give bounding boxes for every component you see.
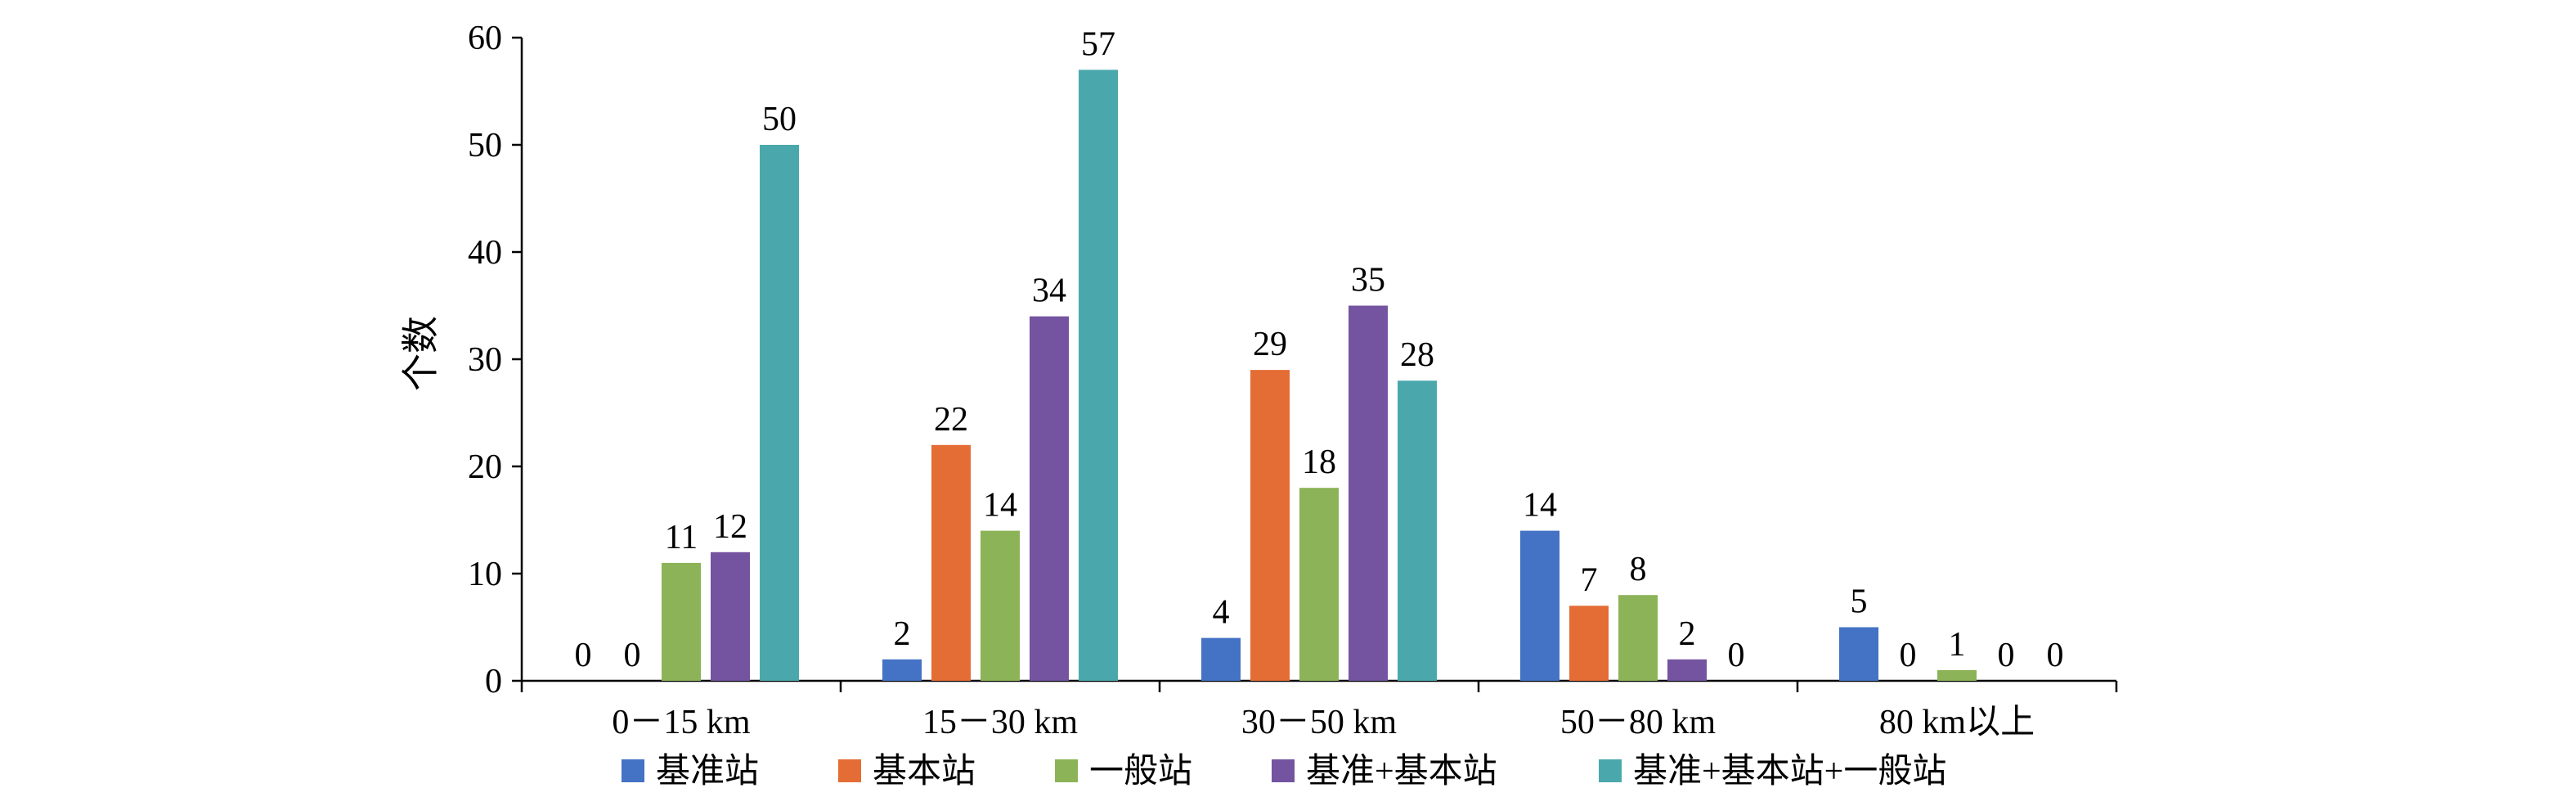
- data-label: 0: [575, 637, 592, 674]
- data-label: 0: [1998, 637, 2015, 674]
- data-label: 14: [983, 487, 1017, 525]
- bar: [1618, 595, 1658, 681]
- legend-item: 基本站: [838, 753, 976, 790]
- data-label: 14: [1523, 487, 1557, 525]
- legend-label: 基准+基本站+一般站: [1633, 753, 1946, 790]
- data-label: 5: [1851, 583, 1868, 621]
- data-label: 4: [1213, 594, 1230, 632]
- bar: [1839, 627, 1878, 681]
- y-tick-label: 40: [468, 234, 502, 272]
- data-label: 57: [1081, 25, 1115, 63]
- y-axis: 0 10 20 30 40 50 60: [468, 20, 523, 700]
- legend-label: 基准站: [656, 753, 759, 790]
- bar: [1079, 70, 1118, 682]
- bar: [1201, 637, 1241, 681]
- legend-swatch: [1599, 759, 1622, 782]
- data-label: 34: [1032, 272, 1066, 310]
- y-tick-label: 0: [485, 663, 502, 700]
- bar: [662, 562, 701, 681]
- legend-item: 一般站: [1055, 753, 1192, 790]
- data-label: 0: [1900, 637, 1917, 674]
- bars: [662, 70, 1977, 682]
- bar: [1569, 606, 1609, 681]
- data-label: 50: [762, 101, 797, 138]
- legend-swatch: [1055, 759, 1078, 782]
- data-label: 0: [2047, 637, 2064, 674]
- x-category-label: 15－30 km: [922, 704, 1079, 741]
- legend-item: 基准+基本站: [1272, 753, 1497, 790]
- bar: [1299, 488, 1339, 681]
- data-label: 18: [1302, 444, 1336, 481]
- legend-swatch: [838, 759, 861, 782]
- bar: [1398, 380, 1437, 681]
- y-tick-label: 50: [468, 127, 502, 164]
- data-label: 1: [1949, 626, 1966, 664]
- legend-label: 基本站: [873, 753, 976, 790]
- legend-item: 基准站: [622, 753, 759, 790]
- data-label: 2: [1679, 615, 1696, 653]
- data-label: 22: [934, 401, 968, 439]
- x-axis: 0－15 km 15－30 km 30－50 km 50－80 km 80 km以上: [520, 679, 2118, 741]
- data-label: 8: [1630, 551, 1647, 588]
- data-label: 2: [894, 615, 911, 653]
- y-axis-title: 个数: [400, 316, 442, 391]
- legend-swatch: [622, 759, 644, 782]
- x-category-label: 50－80 km: [1560, 704, 1717, 741]
- data-label: 29: [1253, 326, 1287, 363]
- data-label: 28: [1400, 336, 1434, 374]
- bar: [1250, 370, 1290, 681]
- bar: [981, 530, 1020, 681]
- legend-label: 一般站: [1089, 753, 1192, 790]
- bar: [760, 145, 799, 681]
- y-tick-label: 60: [468, 20, 502, 57]
- x-category-label: 30－50 km: [1241, 704, 1398, 741]
- legend-item: 基准+基本站+一般站: [1599, 753, 1946, 790]
- data-label: 0: [1728, 637, 1745, 674]
- data-label: 0: [624, 637, 641, 674]
- bar: [882, 659, 922, 681]
- legend-swatch: [1272, 759, 1295, 782]
- data-label: 12: [713, 508, 747, 546]
- y-tick-label: 10: [468, 556, 502, 593]
- y-tick-label: 20: [468, 448, 502, 486]
- legend: 基准站 基本站 一般站 基准+基本站 基准+基本站+一般站: [622, 753, 1946, 790]
- data-label: 35: [1351, 262, 1385, 299]
- data-label: 11: [665, 519, 698, 556]
- x-category-label: 0－15 km: [612, 704, 751, 741]
- bar: [931, 444, 971, 681]
- legend-label: 基准+基本站: [1306, 753, 1497, 790]
- bar: [1520, 530, 1560, 681]
- data-label: 7: [1581, 561, 1598, 599]
- bar: [1667, 659, 1707, 681]
- x-category-label: 80 km以上: [1879, 704, 2035, 741]
- y-tick-label: 30: [468, 341, 502, 379]
- bar: [711, 552, 750, 681]
- bar: [1030, 316, 1069, 681]
- bar: [1349, 305, 1388, 681]
- bar: [1937, 669, 1977, 681]
